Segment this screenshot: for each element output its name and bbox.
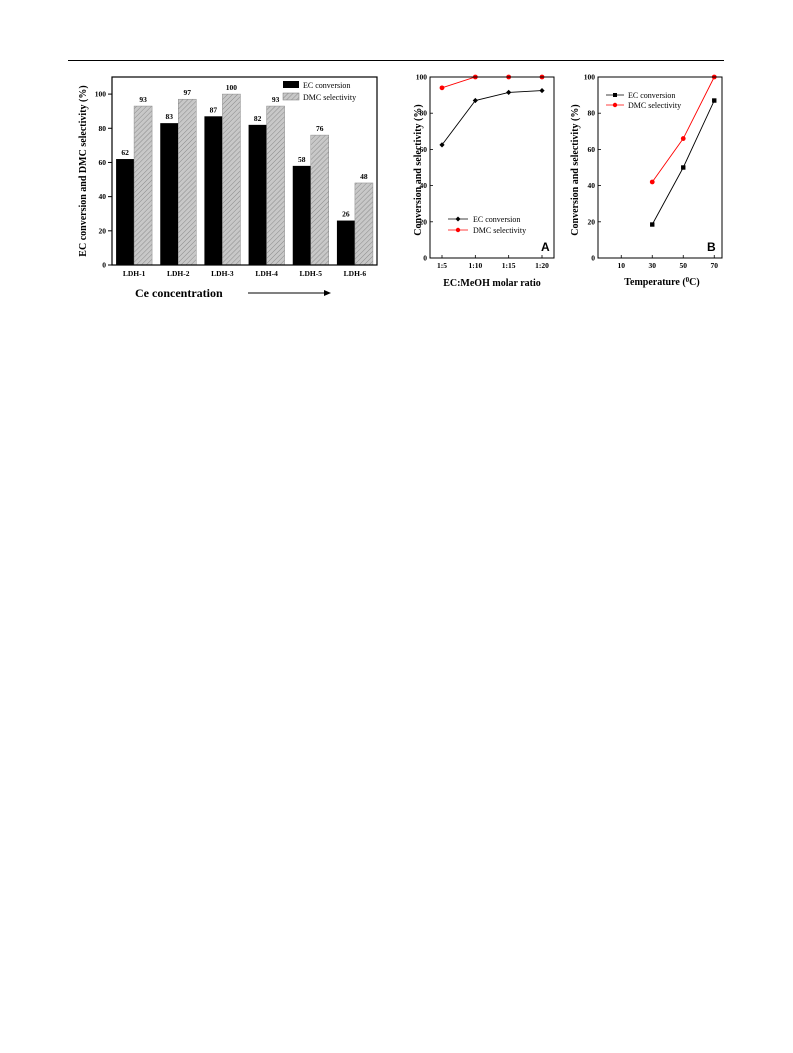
bar-ec-conversion-ldh-3 — [204, 116, 223, 266]
bar-value-label-dmc-selectivity-ldh-3: 100 — [226, 83, 238, 92]
x-axis-arrow — [248, 290, 331, 296]
panel-a-y-tick-label: 80 — [420, 109, 428, 118]
bar-value-label-ec-conversion-ldh-6: 26 — [342, 210, 350, 219]
panel-a-legend-ec: EC conversion — [473, 215, 520, 224]
panel-a-y-axis-title: Conversion and selectivity (%) — [413, 104, 424, 235]
panel-b-point-dmc-selectivity-30 — [649, 179, 655, 185]
panel-a-y-tick-label: 20 — [420, 217, 428, 226]
bar-value-label-ec-conversion-ldh-3: 87 — [210, 105, 218, 114]
bar-chart-y-tick-label: 20 — [99, 226, 107, 235]
panel-b-series-line-ec-conversion — [651, 100, 715, 225]
bar-chart-y-axis-title: EC conversion and DMC selectivity (%) — [78, 85, 89, 256]
panel-b-point-ec-conversion-70 — [712, 98, 717, 103]
bar-ec-conversion-ldh-2 — [160, 123, 179, 266]
bar-value-label-dmc-selectivity-ldh-5: 76 — [316, 124, 324, 133]
line-chart-molar-ratio: 0 20 40 60 80 100 1:5 1:10 1:15 1:20 Conversion a… — [413, 73, 555, 289]
bar-chart-y-tick-label: 100 — [95, 90, 107, 99]
panel-b-y-tick-label: 0 — [591, 254, 595, 263]
bar-ec-conversion-ldh-1 — [116, 159, 135, 265]
panel-b-x-axis-title: Temperature (0C) — [624, 276, 699, 288]
panel-a-y-tick-label: 100 — [416, 73, 428, 82]
bar-value-label-dmc-selectivity-ldh-4: 93 — [272, 95, 280, 104]
bar-chart-category-label-ldh-6: LDH-6 — [344, 269, 367, 278]
bar-chart-category-label-ldh-4: LDH-4 — [255, 269, 278, 278]
panel-b-x-tick-label-10: 10 — [618, 261, 626, 270]
bar-chart-y-tick-label: 80 — [99, 124, 107, 133]
bar-chart-y-tick-label: 60 — [99, 158, 107, 167]
panel-b-x-tick-label-50: 50 — [680, 261, 688, 270]
legend-swatch-dmc-selectivity — [282, 92, 300, 101]
panel-a-series-line-ec-conversion — [441, 90, 543, 146]
panel-a-y-tick-label: 60 — [420, 145, 428, 154]
bar-value-label-dmc-selectivity-ldh-1: 93 — [139, 95, 147, 104]
panel-a-point-ec-conversion-1-5 — [439, 142, 445, 148]
bar-value-label-ec-conversion-ldh-2: 83 — [166, 112, 174, 121]
panel-a-legend-dmc: DMC selectivity — [473, 226, 526, 235]
panel-a-label: A — [541, 240, 550, 254]
panel-a-y-tick-label: 40 — [420, 181, 428, 190]
bar-value-label-ec-conversion-ldh-5: 58 — [298, 155, 306, 164]
panel-b-legend: EC conversion DMC selectivity — [606, 91, 681, 110]
panel-a-frame — [429, 76, 555, 259]
bar-value-label-ec-conversion-ldh-1: 62 — [121, 148, 129, 157]
panel-b-x-tick-label-70: 70 — [711, 261, 719, 270]
bar-value-label-dmc-selectivity-ldh-2: 97 — [184, 88, 192, 97]
bar-chart-y-tick-label: 40 — [99, 192, 107, 201]
bar-ec-conversion-ldh-5 — [292, 165, 311, 265]
page-header-rule — [68, 60, 724, 61]
panel-a-y-tick-label: 0 — [423, 254, 427, 263]
panel-a-x-axis-title: EC:MeOH molar ratio — [443, 278, 541, 289]
panel-a-x-tick-label-1-10: 1:10 — [468, 261, 482, 270]
panel-b-point-dmc-selectivity-50 — [680, 136, 686, 141]
panel-a-x-tick-label-1-20: 1:20 — [535, 261, 549, 270]
panel-a-x-tick-label-1-15: 1:15 — [502, 261, 516, 270]
line-chart-temperature: 0 20 40 60 80 100 10 30 50 70 Conversion and sele… — [570, 73, 723, 288]
bar-chart-legend: EC conversion DMC selectivity — [282, 81, 356, 102]
panel-b-legend-dmc: DMC selectivity — [628, 101, 681, 110]
legend-label-ec-conversion: EC conversion — [303, 81, 350, 90]
bar-chart-category-label-ldh-5: LDH-5 — [300, 269, 323, 278]
bar-chart-frame — [111, 76, 378, 266]
legend-label-dmc-selectivity: DMC selectivity — [303, 93, 356, 102]
panel-b-legend-ec: EC conversion — [628, 91, 675, 100]
bar-chart-category-label-ldh-3: LDH-3 — [211, 269, 234, 278]
panel-b-y-tick-label: 40 — [588, 181, 596, 190]
bar-chart-y-tick-label: 0 — [102, 261, 106, 270]
panel-a-legend: EC conversion DMC selectivity — [448, 215, 526, 235]
bar-value-label-ec-conversion-ldh-4: 82 — [254, 114, 262, 123]
panel-b-y-axis-title: Conversion and selectivity (%) — [570, 104, 581, 235]
panel-b-point-ec-conversion-30 — [650, 222, 655, 227]
bar-chart-x-axis-title: Ce concentration — [135, 286, 223, 300]
bar-chart-category-label-ldh-1: LDH-1 — [123, 269, 146, 278]
bar-chart-ce-concentration: 0 20 40 60 80 100 62 93 LDH-1 83 97 LDH-2 87 100 LDH-3… — [78, 76, 378, 300]
panel-b-y-tick-label: 20 — [588, 217, 596, 226]
panel-b-x-tick-label-30: 30 — [649, 261, 657, 270]
bar-ec-conversion-ldh-4 — [248, 124, 267, 265]
panel-a-x-tick-label-1-5: 1:5 — [437, 261, 447, 270]
panel-a-point-ec-conversion-1-20 — [539, 87, 545, 94]
panel-a-point-ec-conversion-1-15 — [506, 89, 512, 95]
panel-b-y-tick-label: 100 — [584, 73, 596, 82]
bar-chart-category-label-ldh-2: LDH-2 — [167, 269, 190, 278]
panel-b-y-tick-label: 60 — [588, 145, 596, 154]
panel-b-label: B — [707, 240, 716, 254]
panel-a-point-dmc-selectivity-1-5 — [439, 85, 445, 91]
panel-b-point-ec-conversion-50 — [681, 165, 686, 170]
panel-b-frame — [597, 76, 723, 259]
bar-value-label-dmc-selectivity-ldh-6: 48 — [360, 172, 368, 181]
bar-ec-conversion-ldh-6 — [336, 220, 355, 265]
panel-a-point-ec-conversion-1-10 — [472, 97, 478, 104]
legend-swatch-ec-conversion — [283, 81, 299, 88]
panel-b-y-tick-label: 80 — [588, 109, 596, 118]
